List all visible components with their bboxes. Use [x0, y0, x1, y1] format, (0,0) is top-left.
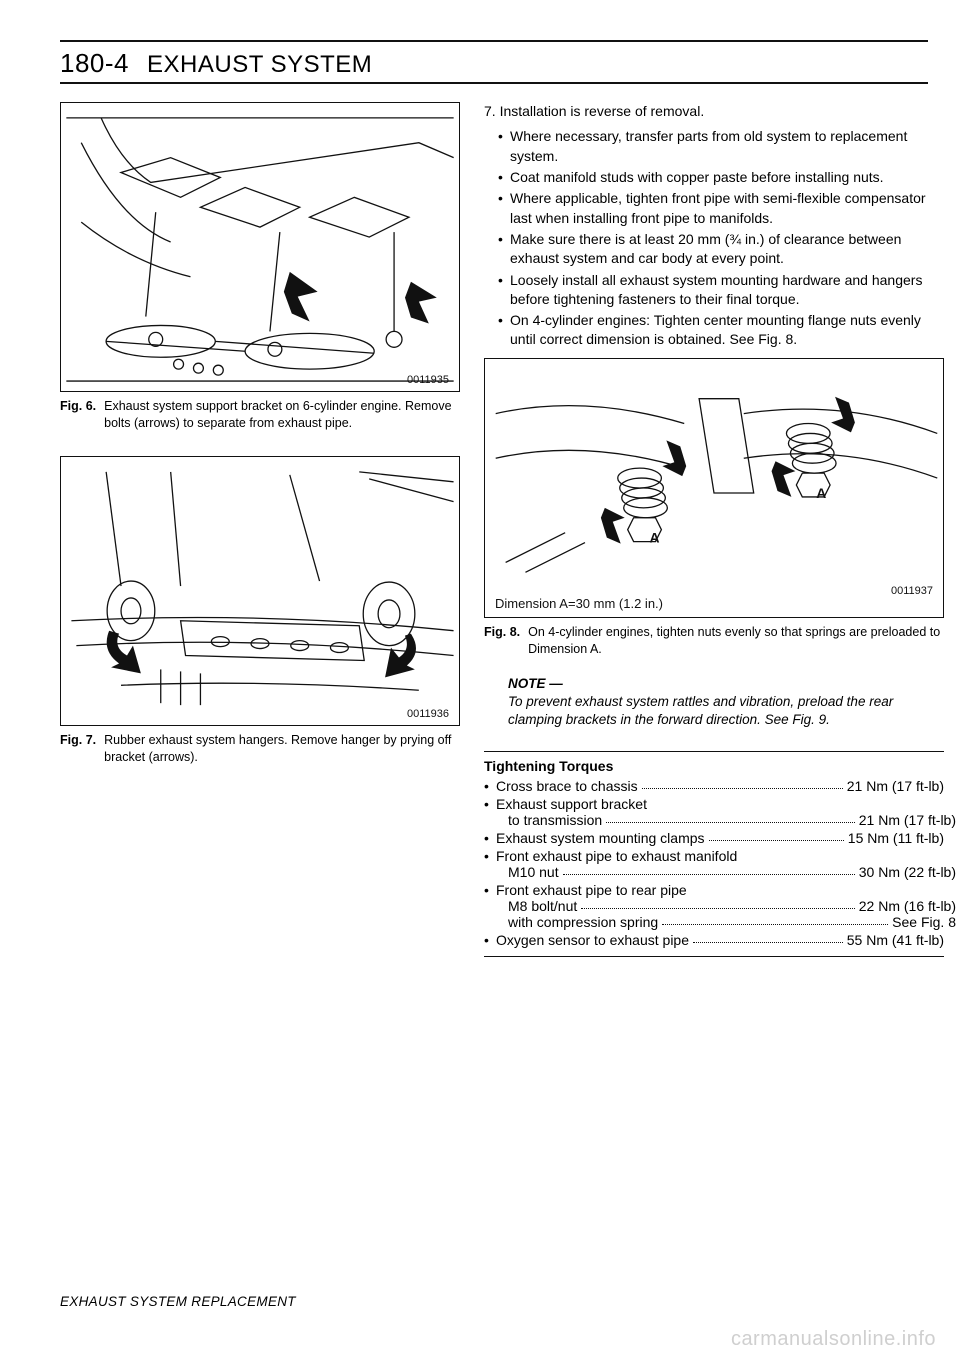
- left-column: 0011935 Fig. 6. Exhaust system support b…: [60, 102, 460, 961]
- figure-8-caption: Fig. 8. On 4-cylinder engines, tighten n…: [484, 624, 944, 658]
- torque-item: Exhaust support bracket to transmission …: [484, 796, 944, 828]
- two-columns: 0011935 Fig. 6. Exhaust system support b…: [60, 102, 928, 961]
- note-body: To prevent exhaust system rattles and vi…: [508, 693, 940, 729]
- figure-6-caption: Fig. 6. Exhaust system support bracket o…: [60, 398, 460, 432]
- leader-dots: [606, 812, 855, 823]
- step-7-bullet: Where necessary, transfer parts from old…: [498, 127, 944, 166]
- note-block: NOTE — To prevent exhaust system rattles…: [508, 676, 940, 729]
- torque-label: Exhaust support bracket: [496, 796, 647, 812]
- torque-sub: M8 bolt/nut: [508, 898, 577, 914]
- step-7-bullet: Make sure there is at least 20 mm (¾ in.…: [498, 230, 944, 269]
- torque-label: Front exhaust pipe to rear pipe: [496, 882, 687, 898]
- figure-8-caption-head: Fig. 8.: [484, 624, 528, 658]
- torque-sub: M10 nut: [508, 864, 559, 880]
- torque-title: Tightening Torques: [484, 758, 944, 774]
- figure-6-caption-body: Exhaust system support bracket on 6-cyli…: [104, 398, 460, 432]
- torque-label: Exhaust system mounting clamps: [496, 830, 705, 846]
- leader-dots: [581, 898, 854, 909]
- figure-7-caption-body: Rubber exhaust system hangers. Remove ha…: [104, 732, 460, 766]
- torque-block: Tightening Torques Cross brace to chassi…: [484, 751, 944, 957]
- page-title: EXHAUST SYSTEM: [147, 51, 372, 79]
- leader-dots: [563, 864, 855, 875]
- step-7: 7. Installation is reverse of removal. W…: [484, 102, 944, 350]
- step-7-bullet: Where applicable, tighten front pipe wit…: [498, 189, 944, 228]
- step-7-bullets: Where necessary, transfer parts from old…: [498, 127, 944, 349]
- figure-7-id: 0011936: [407, 708, 449, 720]
- figure-6-caption-head: Fig. 6.: [60, 398, 104, 432]
- torque-value: 15 Nm (11 ft-lb): [848, 830, 944, 846]
- torque-rule-top: [484, 751, 944, 752]
- torque-label: Cross brace to chassis: [496, 778, 638, 794]
- top-rule: [60, 40, 928, 42]
- step-7-bullet: Coat manifold studs with copper paste be…: [498, 168, 944, 187]
- leader-dots: [693, 932, 843, 943]
- torque-item: Exhaust system mounting clamps 15 Nm (11…: [484, 830, 944, 846]
- watermark: carmanualsonline.info: [731, 1328, 936, 1351]
- figure-6: 0011935: [60, 102, 460, 392]
- figure-7-caption-head: Fig. 7.: [60, 732, 104, 766]
- step-7-bullet: Loosely install all exhaust system mount…: [498, 271, 944, 310]
- figure-7: 0011936: [60, 456, 460, 726]
- torque-value: 30 Nm (22 ft-lb): [859, 864, 956, 880]
- page-number: 180-4: [60, 48, 129, 79]
- torque-rule-bottom: [484, 956, 944, 957]
- torque-value: 22 Nm (16 ft-lb): [859, 898, 956, 914]
- torque-value: See Fig. 8: [892, 914, 956, 930]
- figure-8-dimension: Dimension A=30 mm (1.2 in.): [495, 596, 663, 611]
- right-column: 7. Installation is reverse of removal. W…: [484, 102, 944, 961]
- figure-6-id: 0011935: [407, 374, 449, 386]
- page-header: 180-4 EXHAUST SYSTEM: [60, 48, 928, 79]
- header-rule: [60, 82, 928, 84]
- figure-8-marker-A: A: [816, 485, 826, 501]
- note-heading: NOTE —: [508, 676, 940, 691]
- torque-label: Front exhaust pipe to exhaust manifold: [496, 848, 737, 864]
- torque-sub: to transmission: [508, 812, 602, 828]
- figure-7-caption: Fig. 7. Rubber exhaust system hangers. R…: [60, 732, 460, 766]
- figure-6-drawing: [61, 103, 459, 391]
- torque-list: Cross brace to chassis 21 Nm (17 ft-lb) …: [484, 778, 944, 948]
- step-7-heading: 7. Installation is reverse of removal.: [484, 102, 944, 121]
- torque-value: 21 Nm (17 ft-lb): [859, 812, 956, 828]
- torque-label: Oxygen sensor to exhaust pipe: [496, 932, 689, 948]
- figure-7-drawing: [61, 457, 459, 725]
- figure-8: A A 0011937 Dimension A=30 mm (1.2 in.): [484, 358, 944, 618]
- figure-8-drawing: A A: [485, 359, 943, 617]
- leader-dots: [662, 914, 888, 925]
- torque-item: Oxygen sensor to exhaust pipe 55 Nm (41 …: [484, 932, 944, 948]
- torque-item: Front exhaust pipe to rear pipe M8 bolt/…: [484, 882, 944, 930]
- torque-value: 55 Nm (41 ft-lb): [847, 932, 944, 948]
- step-7-bullet: On 4-cylinder engines: Tighten center mo…: [498, 311, 944, 350]
- page: 180-4 EXHAUST SYSTEM: [0, 0, 960, 1357]
- torque-sub: with compression spring: [508, 914, 658, 930]
- figure-8-caption-body: On 4-cylinder engines, tighten nuts even…: [528, 624, 944, 658]
- svg-text:A: A: [650, 529, 660, 545]
- leader-dots: [709, 830, 844, 841]
- torque-item: Front exhaust pipe to exhaust manifold M…: [484, 848, 944, 880]
- torque-value: 21 Nm (17 ft-lb): [847, 778, 944, 794]
- figure-8-id: 0011937: [891, 585, 933, 597]
- leader-dots: [642, 778, 843, 789]
- torque-item: Cross brace to chassis 21 Nm (17 ft-lb): [484, 778, 944, 794]
- footer-text: EXHAUST SYSTEM REPLACEMENT: [60, 1294, 296, 1309]
